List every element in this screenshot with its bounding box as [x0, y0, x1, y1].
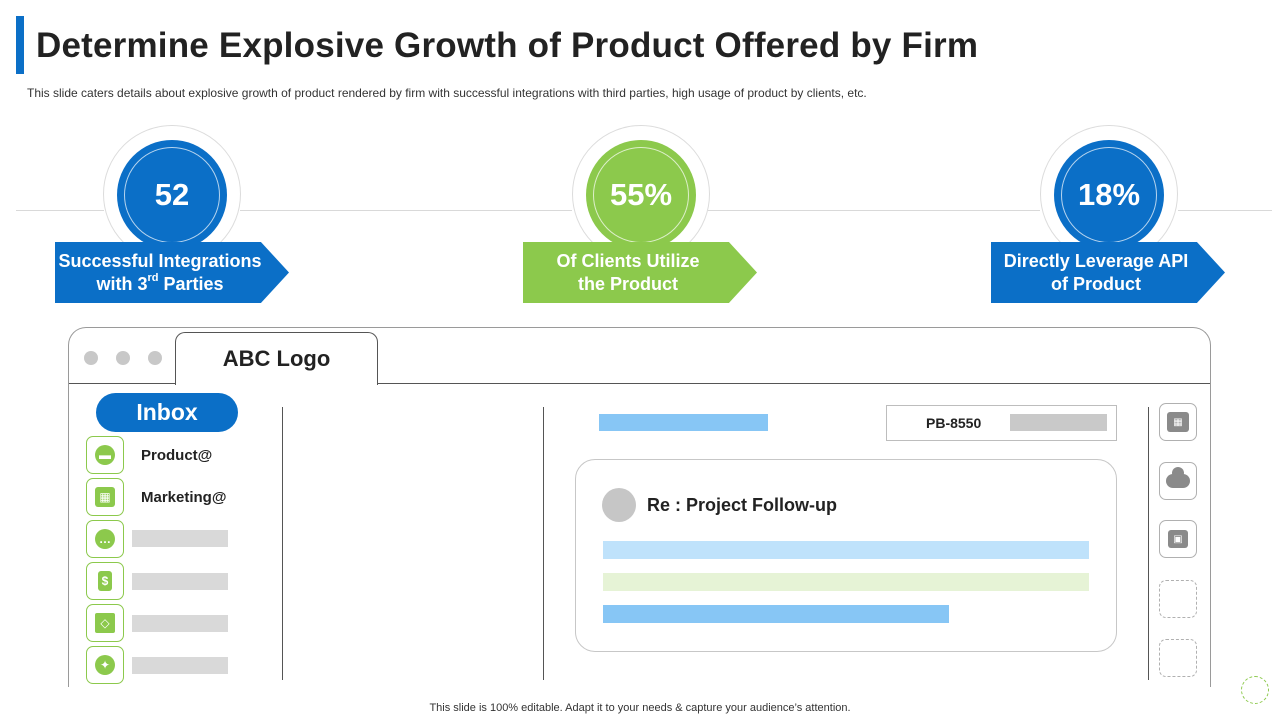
stat-label-line: with 3rd Parties: [96, 271, 224, 294]
stat-value: 52: [154, 177, 190, 212]
placeholder-bar: [132, 615, 228, 632]
stat-label-line: Successful Integrations: [58, 250, 262, 271]
empty-slot[interactable]: [1159, 580, 1197, 618]
placeholder-bar: [603, 605, 949, 623]
shopping-bag-icon[interactable]: ▣: [1159, 520, 1197, 558]
page-title: Determine Explosive Growth of Product Of…: [36, 26, 979, 65]
placeholder-bar: [603, 573, 1089, 591]
stat-label-line: Directly Leverage API: [1003, 250, 1189, 271]
column-divider: [282, 407, 283, 680]
chat-icon[interactable]: …: [86, 520, 124, 558]
divider-line: [16, 210, 104, 211]
stat-label-line: Of Clients Utilize: [556, 250, 700, 271]
stat-label-clients: Of Clients Utilize the Product: [523, 242, 757, 303]
empty-slot[interactable]: [1159, 639, 1197, 677]
chart-icon[interactable]: ▦: [86, 478, 124, 516]
column-divider: [543, 407, 544, 680]
browser-header-divider: [69, 383, 1210, 384]
ticket-id: PB-8550: [926, 415, 982, 431]
stat-value: 55%: [609, 177, 673, 212]
placeholder-bar: [603, 541, 1089, 559]
sidebar-item-marketing[interactable]: Marketing@: [141, 489, 227, 506]
window-dot[interactable]: [148, 351, 162, 365]
divider-line: [240, 210, 572, 211]
placeholder-bar: [599, 414, 768, 431]
stat-value: 18%: [1077, 177, 1141, 212]
avatar: [602, 488, 636, 522]
stat-circle-integrations: 52: [117, 140, 227, 250]
browser-tab[interactable]: ABC Logo: [175, 332, 378, 385]
mobile-dollar-icon[interactable]: $: [86, 562, 124, 600]
box-icon[interactable]: ◇: [86, 604, 124, 642]
divider-line: [708, 210, 1040, 211]
twitter-icon[interactable]: ✦: [86, 646, 124, 684]
title-accent-bar: [16, 16, 24, 74]
stat-circle-api: 18%: [1054, 140, 1164, 250]
window-dot[interactable]: [116, 351, 130, 365]
corner-badge: [1241, 676, 1269, 704]
stat-circle-clients: 55%: [586, 140, 696, 250]
stat-label-line: of Product: [1050, 273, 1141, 294]
email-subject[interactable]: Re : Project Follow-up: [647, 495, 838, 515]
stat-label-line: the Product: [577, 273, 678, 294]
column-divider: [1148, 407, 1149, 680]
briefcase-icon[interactable]: ▬: [86, 436, 124, 474]
sidebar-item-product[interactable]: Product@: [141, 447, 213, 464]
browser-window: [68, 327, 1211, 687]
placeholder-bar: [1010, 414, 1107, 431]
window-dot[interactable]: [84, 351, 98, 365]
placeholder-bar: [132, 657, 228, 674]
footer-note: This slide is 100% editable. Adapt it to…: [429, 702, 851, 714]
cloud-icon[interactable]: [1159, 462, 1197, 500]
inbox-button[interactable]: Inbox: [96, 393, 238, 432]
calendar-icon[interactable]: ▦: [1159, 403, 1197, 441]
stat-label-api: Directly Leverage API of Product: [991, 242, 1225, 303]
stat-label-integrations: Successful Integrations with 3rd Parties: [55, 242, 289, 303]
page-subtitle: This slide caters details about explosiv…: [27, 86, 867, 100]
divider-line: [1178, 210, 1272, 211]
placeholder-bar: [132, 573, 228, 590]
placeholder-bar: [132, 530, 228, 547]
